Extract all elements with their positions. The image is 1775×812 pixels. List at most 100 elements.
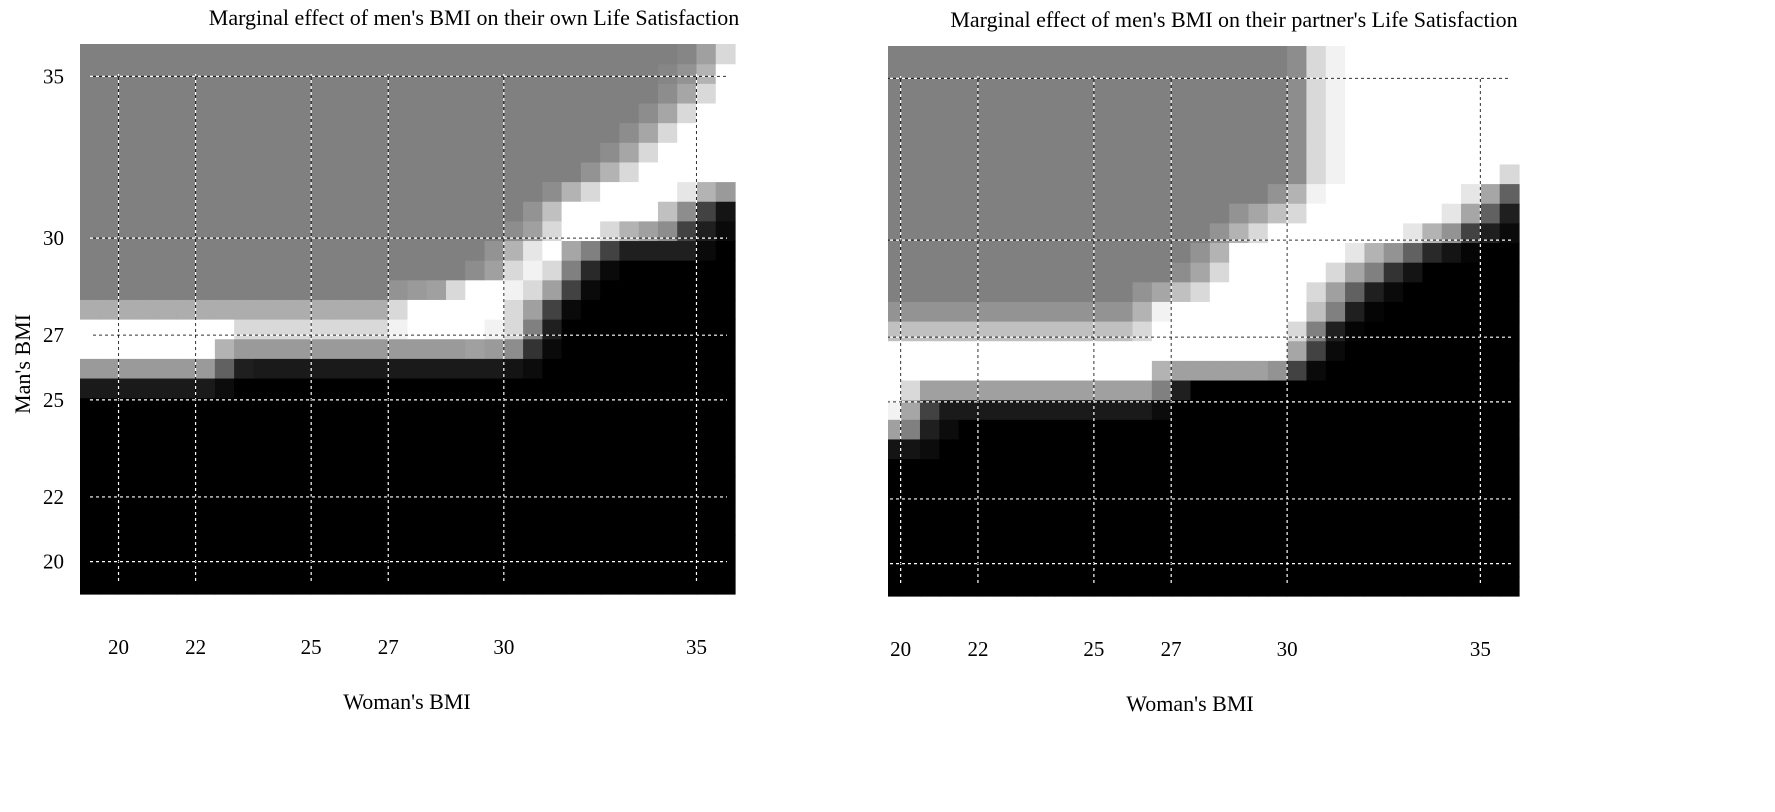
- heatmap-cell: [80, 260, 100, 281]
- heatmap-cell: [1441, 242, 1462, 263]
- heatmap-cell: [1229, 537, 1250, 558]
- heatmap-cell: [214, 554, 235, 575]
- heatmap-cell: [657, 220, 678, 242]
- heatmap-cell: [580, 377, 601, 399]
- heatmap-cell: [1267, 85, 1288, 106]
- heatmap-cell: [523, 436, 543, 458]
- heatmap-cell: [1345, 183, 1366, 204]
- heatmap-cell: [272, 240, 293, 261]
- heatmap-cell: [888, 321, 902, 342]
- heatmap-cell: [234, 201, 254, 222]
- heatmap-cell: [349, 44, 370, 65]
- heatmap-cell: [1132, 419, 1153, 440]
- heatmap-cell: [118, 574, 139, 595]
- heatmap-cell: [1248, 262, 1269, 283]
- heatmap-cell: [1035, 360, 1056, 381]
- heatmap-cell: [1035, 419, 1056, 440]
- heatmap-cell: [1306, 517, 1327, 538]
- heatmap-cell: [1306, 360, 1327, 381]
- heatmap-cell: [1345, 360, 1366, 381]
- heatmap-cell: [997, 419, 1018, 440]
- heatmap-cell: [1093, 340, 1114, 361]
- heatmap-cell: [1190, 537, 1211, 558]
- heatmap-cell: [426, 122, 447, 143]
- heatmap-cell: [195, 83, 216, 104]
- heatmap-cell: [919, 183, 940, 204]
- heatmap-cell: [1229, 340, 1250, 361]
- heatmap-cell: [677, 436, 698, 458]
- heatmap-cell: [1461, 262, 1481, 283]
- heatmap-cell: [619, 397, 640, 418]
- heatmap-cell: [118, 299, 139, 320]
- heatmap-cell: [1287, 85, 1308, 106]
- heatmap-cell: [1171, 360, 1192, 381]
- heatmap-cell: [1229, 301, 1250, 322]
- heatmap-cell: [1267, 497, 1288, 519]
- heatmap-cell: [176, 161, 197, 183]
- heatmap-cell: [1441, 65, 1462, 86]
- heatmap-cell: [1461, 104, 1481, 126]
- heatmap-cell: [137, 476, 158, 497]
- heatmap-cell: [157, 299, 177, 320]
- heatmap-cell: [291, 260, 312, 281]
- heatmap-cell: [600, 44, 621, 65]
- heatmap-cell: [388, 319, 409, 340]
- heatmap-cell: [214, 161, 235, 183]
- heatmap-cell: [311, 260, 332, 281]
- heatmap-cell: [1035, 438, 1056, 460]
- heatmap-cell: [1151, 222, 1172, 244]
- heatmap-cell: [311, 201, 332, 222]
- heatmap-cell: [176, 476, 197, 497]
- heatmap-cell: [1151, 458, 1172, 479]
- heatmap-cell: [1151, 478, 1172, 499]
- heatmap-cell: [388, 181, 409, 202]
- heatmap-cell: [503, 476, 524, 497]
- heatmap-cell: [677, 377, 698, 399]
- heatmap-cell: [407, 319, 428, 340]
- heatmap-cell: [465, 260, 486, 281]
- heatmap-cell: [291, 574, 312, 595]
- heatmap-cell: [176, 260, 197, 281]
- heatmap-cell: [330, 319, 351, 340]
- heatmap-cell: [657, 377, 678, 399]
- heatmap-cell: [484, 122, 505, 143]
- heatmap-cell: [1287, 144, 1308, 165]
- heatmap-cell: [195, 417, 216, 438]
- heatmap-cell: [176, 338, 197, 359]
- heatmap-cell: [330, 338, 351, 359]
- heatmap-cell: [1035, 537, 1056, 558]
- heatmap-cell: [484, 63, 505, 84]
- heatmap-cell: [939, 576, 960, 597]
- heatmap-cell: [137, 181, 158, 202]
- heatmap-cell: [677, 515, 698, 536]
- heatmap-cell: [1016, 281, 1037, 302]
- heatmap-cell: [600, 220, 621, 242]
- heatmap-cell: [1325, 321, 1346, 342]
- heatmap-cell: [997, 262, 1018, 283]
- heatmap-cell: [1345, 124, 1366, 145]
- heatmap-cell: [484, 417, 505, 438]
- heatmap-cell: [1229, 104, 1250, 126]
- heatmap-cell: [977, 85, 998, 106]
- heatmap-cell: [1383, 340, 1404, 361]
- heatmap-cell: [330, 161, 351, 183]
- heatmap-cell: [176, 554, 197, 575]
- heatmap-cell: [1422, 379, 1443, 401]
- heatmap-cell: [80, 44, 100, 65]
- heatmap-cell: [195, 220, 216, 242]
- heatmap-cell: [465, 319, 486, 340]
- heatmap-cell: [1113, 242, 1134, 263]
- heatmap-cell: [919, 281, 940, 302]
- heatmap-cell: [1480, 458, 1501, 479]
- heatmap-cell: [426, 476, 447, 497]
- heatmap-cell: [1287, 340, 1308, 361]
- heatmap-cell: [919, 556, 940, 577]
- heatmap-cell: [503, 338, 524, 359]
- heatmap-cell: [368, 495, 389, 517]
- heatmap-cell: [1209, 537, 1230, 558]
- heatmap-cell: [311, 181, 332, 202]
- heatmap-cell: [1383, 65, 1404, 86]
- heatmap-cell: [253, 122, 274, 143]
- heatmap-cell: [1055, 360, 1076, 381]
- heatmap-cell: [1267, 379, 1288, 401]
